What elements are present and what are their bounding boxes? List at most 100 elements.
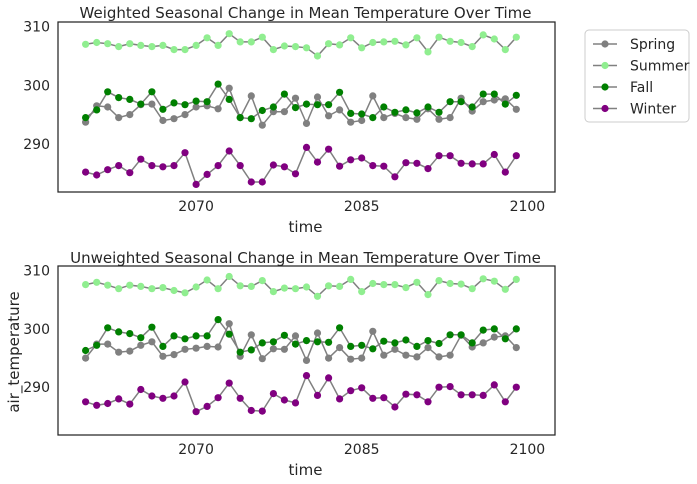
data-point-winter bbox=[380, 394, 388, 402]
data-point-fall bbox=[435, 108, 443, 116]
data-point-fall bbox=[269, 103, 277, 111]
data-point-summer bbox=[181, 289, 189, 297]
data-point-winter bbox=[490, 381, 498, 389]
data-point-winter bbox=[413, 159, 421, 167]
data-point-winter bbox=[115, 395, 123, 403]
data-point-spring bbox=[479, 339, 487, 347]
data-point-summer bbox=[413, 34, 421, 42]
data-point-spring bbox=[280, 108, 288, 116]
data-point-winter bbox=[501, 168, 509, 176]
data-point-winter bbox=[358, 384, 366, 392]
weighted-chart-panel: Weighted Seasonal Change in Mean Tempera… bbox=[23, 4, 556, 236]
data-point-fall bbox=[203, 332, 211, 340]
data-point-fall bbox=[280, 90, 288, 98]
data-point-winter bbox=[181, 149, 189, 157]
series-line-fall bbox=[85, 82, 517, 120]
data-point-fall bbox=[203, 98, 211, 106]
data-point-winter bbox=[347, 387, 355, 395]
data-point-spring bbox=[413, 115, 421, 123]
legend-label: Fall bbox=[630, 80, 653, 96]
data-point-fall bbox=[325, 101, 333, 109]
y-tick-label: 310 bbox=[23, 20, 50, 36]
data-point-summer bbox=[380, 38, 388, 46]
data-point-fall bbox=[347, 109, 355, 117]
data-point-winter bbox=[159, 163, 167, 171]
data-point-summer bbox=[391, 281, 399, 289]
data-point-summer bbox=[137, 41, 145, 50]
data-point-summer bbox=[93, 278, 101, 286]
data-point-winter bbox=[457, 159, 465, 167]
data-point-winter bbox=[457, 391, 465, 399]
data-point-summer bbox=[479, 31, 487, 39]
data-point-fall bbox=[490, 90, 498, 98]
data-point-winter bbox=[391, 173, 399, 181]
data-point-summer bbox=[269, 288, 277, 296]
data-point-summer bbox=[148, 43, 156, 51]
data-point-winter bbox=[258, 178, 266, 186]
data-point-spring bbox=[490, 333, 498, 341]
data-point-summer bbox=[225, 272, 233, 281]
data-point-spring bbox=[424, 344, 432, 352]
data-point-summer bbox=[203, 276, 211, 284]
data-point-winter bbox=[501, 398, 509, 406]
x-tick-labels: 2070 2085 2100 bbox=[178, 442, 545, 458]
data-point-summer bbox=[192, 283, 200, 291]
data-point-summer bbox=[247, 38, 255, 46]
x-axis-label: time bbox=[289, 461, 323, 479]
data-point-fall bbox=[104, 88, 112, 96]
data-point-summer bbox=[402, 284, 410, 292]
data-point-spring bbox=[126, 111, 134, 119]
data-point-summer bbox=[347, 275, 355, 283]
data-point-spring bbox=[512, 344, 520, 352]
data-point-spring bbox=[170, 351, 178, 359]
data-point-summer bbox=[369, 279, 377, 288]
data-point-winter bbox=[203, 402, 211, 410]
data-point-spring bbox=[358, 116, 366, 125]
data-point-fall bbox=[413, 342, 421, 350]
data-point-winter bbox=[325, 145, 333, 153]
data-point-summer bbox=[126, 40, 134, 48]
y-tick-label: 290 bbox=[23, 380, 50, 396]
data-point-fall bbox=[115, 328, 123, 336]
data-point-spring bbox=[214, 343, 222, 351]
data-point-summer bbox=[93, 38, 101, 47]
data-point-fall bbox=[380, 103, 388, 111]
data-point-winter bbox=[104, 166, 112, 174]
x-tick-label: 2085 bbox=[344, 199, 380, 215]
data-point-fall bbox=[512, 91, 520, 99]
data-point-fall bbox=[192, 332, 200, 340]
x-tick-labels: 2070 2085 2100 bbox=[178, 199, 545, 215]
data-point-fall bbox=[126, 330, 134, 338]
data-point-spring bbox=[435, 353, 443, 361]
data-point-spring bbox=[302, 119, 311, 127]
data-point-spring bbox=[313, 329, 322, 337]
data-point-fall bbox=[313, 101, 322, 109]
data-point-fall bbox=[115, 94, 123, 102]
data-point-summer bbox=[302, 283, 311, 291]
data-point-winter bbox=[358, 154, 366, 162]
data-point-winter bbox=[291, 170, 300, 178]
data-point-spring bbox=[391, 345, 399, 353]
data-point-spring bbox=[380, 114, 388, 122]
data-point-fall bbox=[391, 339, 399, 347]
data-point-fall bbox=[148, 88, 156, 96]
data-point-fall bbox=[93, 106, 101, 114]
data-point-fall bbox=[424, 103, 432, 111]
data-point-summer bbox=[280, 284, 288, 292]
data-point-fall bbox=[159, 105, 167, 113]
legend-label: Summer bbox=[630, 59, 690, 75]
y-tick-labels: 290 300 310 bbox=[23, 20, 50, 153]
data-point-summer bbox=[159, 284, 167, 292]
data-point-fall bbox=[369, 114, 377, 122]
data-point-winter bbox=[126, 400, 134, 408]
data-point-winter bbox=[402, 159, 410, 167]
data-point-fall bbox=[302, 100, 311, 108]
data-point-fall bbox=[336, 324, 344, 332]
data-point-winter bbox=[302, 372, 311, 380]
data-point-spring bbox=[148, 100, 156, 108]
data-point-winter bbox=[291, 399, 300, 407]
data-point-spring bbox=[369, 327, 377, 335]
data-point-fall bbox=[446, 98, 454, 106]
data-point-fall bbox=[181, 101, 189, 109]
data-point-winter bbox=[302, 143, 311, 151]
